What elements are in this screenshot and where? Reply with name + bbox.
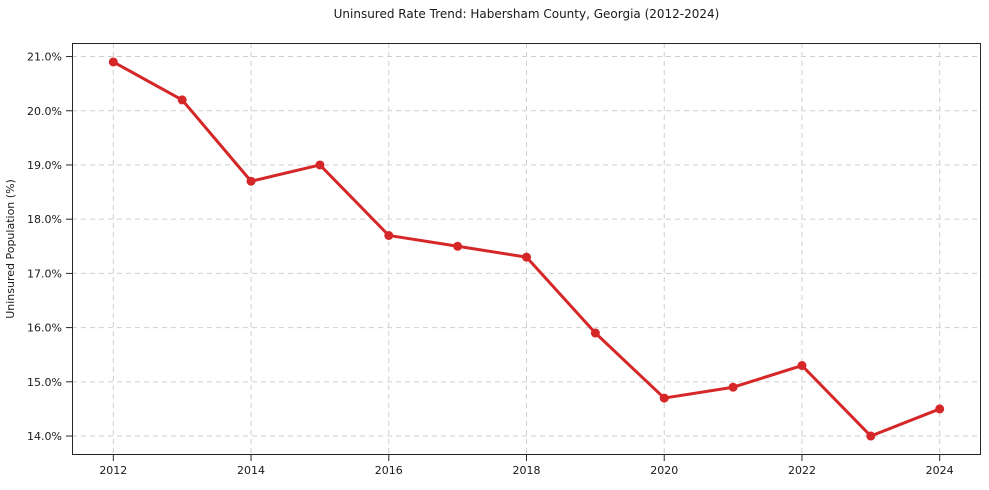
chart-title: Uninsured Rate Trend: Habersham County, … [333,7,720,21]
y-tick-label: 19.0% [27,159,62,172]
x-tick-label: 2024 [926,464,954,477]
x-tick-label: 2016 [375,464,403,477]
x-tick-label: 2020 [650,464,678,477]
data-point-marker [522,252,531,262]
y-tick-label: 14.0% [27,430,62,443]
y-tick-label: 16.0% [27,322,62,335]
data-point-marker [177,95,187,105]
data-point-marker [453,241,463,251]
data-point-marker [315,160,325,170]
data-point-marker [108,57,118,67]
x-tick-label: 2018 [513,464,541,477]
y-tick-label: 15.0% [27,376,62,389]
x-tick-label: 2014 [237,464,265,477]
data-point-marker [384,230,394,240]
y-axis-label: Uninsured Population (%) [4,179,17,319]
y-tick-label: 17.0% [27,267,62,280]
data-point-marker [935,404,945,414]
plot-spines [72,43,981,455]
y-tick-label: 20.0% [27,105,62,118]
x-tick-label: 2012 [99,464,127,477]
x-tick-label: 2022 [788,464,816,477]
y-tick-label: 18.0% [27,213,62,226]
data-point-marker [797,361,807,371]
data-point-marker [246,176,256,186]
data-point-marker [728,382,738,392]
y-tick-label: 21.0% [27,51,62,64]
chart-layers: 14.0% 15.0% 16.0% 17.0% 18.0% 19.0% 20.0% 21.0%… [27,43,981,477]
data-point-marker [659,393,669,403]
data-point-marker [590,328,600,338]
data-point-marker [866,431,876,441]
